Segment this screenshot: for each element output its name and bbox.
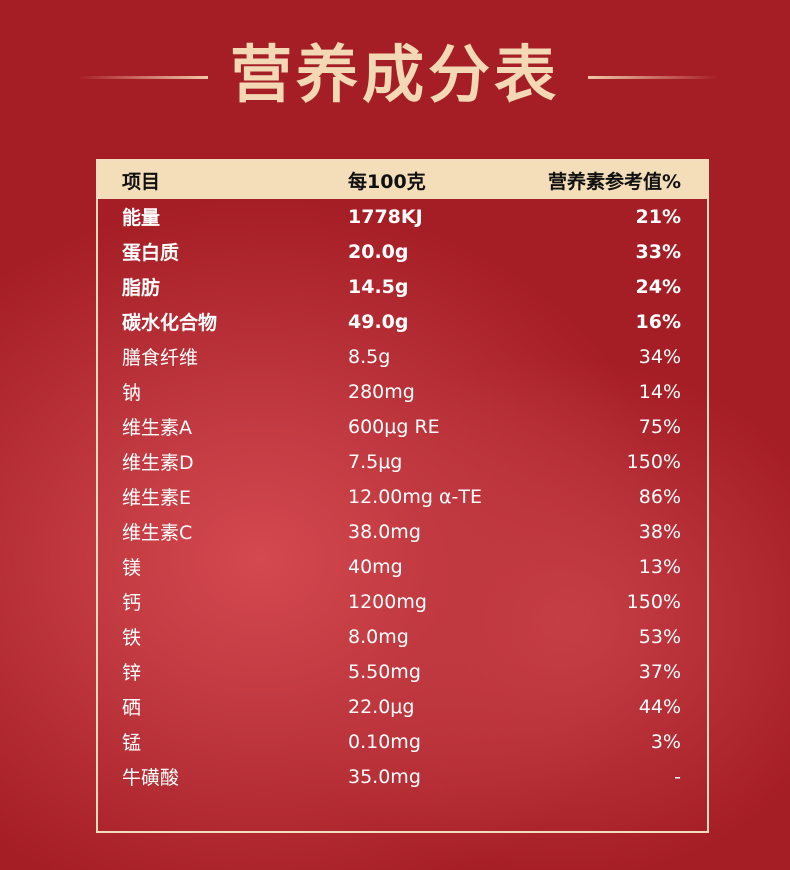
cell-per100g: 12.00mg α-TE: [348, 485, 482, 508]
cell-nrv: 37%: [638, 660, 681, 683]
cell-nrv: 21%: [635, 205, 681, 228]
table-row: 钙 1200mg 150%: [98, 584, 707, 619]
cell-per100g: 35.0mg: [348, 765, 421, 788]
cell-item: 脂肪: [122, 277, 161, 299]
table-row: 锰 0.10mg 3%: [98, 724, 707, 759]
cell-nrv: 75%: [638, 415, 681, 438]
cell-nrv: 86%: [638, 485, 681, 508]
cell-item: 维生素D: [122, 452, 194, 474]
cell-item: 牛磺酸: [122, 767, 180, 789]
cell-nrv: 3%: [650, 730, 681, 753]
table-row: 维生素E 12.00mg α-TE 86%: [98, 479, 707, 514]
header-item: 项目: [122, 170, 161, 193]
cell-per100g: 8.0mg: [348, 625, 409, 648]
cell-item: 膳食纤维: [122, 347, 199, 369]
cell-per100g: 0.10mg: [348, 730, 421, 753]
cell-nrv: 44%: [638, 695, 681, 718]
cell-per100g: 40mg: [348, 555, 403, 578]
cell-item: 硒: [122, 697, 142, 719]
table-row: 膳食纤维 8.5g 34%: [98, 339, 707, 374]
cell-nrv: 33%: [635, 240, 681, 263]
cell-item: 铁: [122, 627, 142, 649]
cell-per100g: 8.5g: [348, 345, 391, 368]
header-nrv: 营养素参考值%: [547, 170, 681, 193]
table-row: 铁 8.0mg 53%: [98, 619, 707, 654]
cell-item: 能量: [122, 207, 161, 229]
cell-nrv: 13%: [638, 555, 681, 578]
cell-nrv: 14%: [638, 380, 681, 403]
cell-nrv: -: [674, 765, 681, 788]
table-row: 镁 40mg 13%: [98, 549, 707, 584]
table-row: 能量 1778KJ 21%: [98, 199, 707, 234]
title-divider-left: [78, 76, 208, 79]
cell-per100g: 14.5g: [348, 275, 409, 298]
table-row: 硒 22.0μg 44%: [98, 689, 707, 724]
cell-per100g: 1778KJ: [348, 205, 423, 228]
table-header: 项目 每100克 营养素参考值%: [98, 161, 707, 199]
cell-nrv: 150%: [626, 450, 681, 473]
cell-item: 锌: [122, 662, 142, 684]
cell-item: 蛋白质: [122, 242, 180, 264]
cell-per100g: 280mg: [348, 380, 415, 403]
cell-per100g: 38.0mg: [348, 520, 421, 543]
cell-item: 维生素C: [122, 522, 193, 544]
cell-item: 锰: [122, 732, 142, 754]
cell-per100g: 22.0μg: [348, 695, 415, 718]
cell-per100g: 5.50mg: [348, 660, 421, 683]
table-row: 碳水化合物 49.0g 16%: [98, 304, 707, 339]
nutrition-table: 项目 每100克 营养素参考值% 能量 1778KJ 21% 蛋白质 20.0g 33% 脂…: [96, 159, 709, 833]
table-row: 脂肪 14.5g 24%: [98, 269, 707, 304]
table-body: 能量 1778KJ 21% 蛋白质 20.0g 33% 脂肪 14.5g 24% 碳水化合物 49.…: [98, 199, 707, 794]
cell-per100g: 7.5μg: [348, 450, 403, 473]
cell-nrv: 38%: [638, 520, 681, 543]
header-per100g: 每100克: [348, 170, 426, 193]
page-title: 营养成分表: [229, 38, 560, 111]
cell-item: 维生素A: [122, 417, 192, 439]
title-divider-right: [588, 76, 718, 79]
cell-per100g: 49.0g: [348, 310, 409, 333]
cell-per100g: 1200mg: [348, 590, 427, 613]
cell-nrv: 16%: [635, 310, 681, 333]
table-row: 锌 5.50mg 37%: [98, 654, 707, 689]
table-row: 维生素C 38.0mg 38%: [98, 514, 707, 549]
cell-per100g: 600μg RE: [348, 415, 440, 438]
table-row: 维生素D 7.5μg 150%: [98, 444, 707, 479]
cell-item: 镁: [122, 557, 142, 579]
cell-nrv: 53%: [638, 625, 681, 648]
table-row: 牛磺酸 35.0mg -: [98, 759, 707, 794]
table-row: 钠 280mg 14%: [98, 374, 707, 409]
cell-item: 钙: [122, 592, 142, 614]
cell-item: 维生素E: [122, 487, 192, 509]
cell-item: 碳水化合物: [122, 312, 218, 334]
cell-nrv: 150%: [626, 590, 681, 613]
table-row: 维生素A 600μg RE 75%: [98, 409, 707, 444]
table-row: 蛋白质 20.0g 33%: [98, 234, 707, 269]
cell-nrv: 24%: [635, 275, 681, 298]
cell-per100g: 20.0g: [348, 240, 409, 263]
cell-nrv: 34%: [638, 345, 681, 368]
cell-item: 钠: [122, 382, 142, 404]
